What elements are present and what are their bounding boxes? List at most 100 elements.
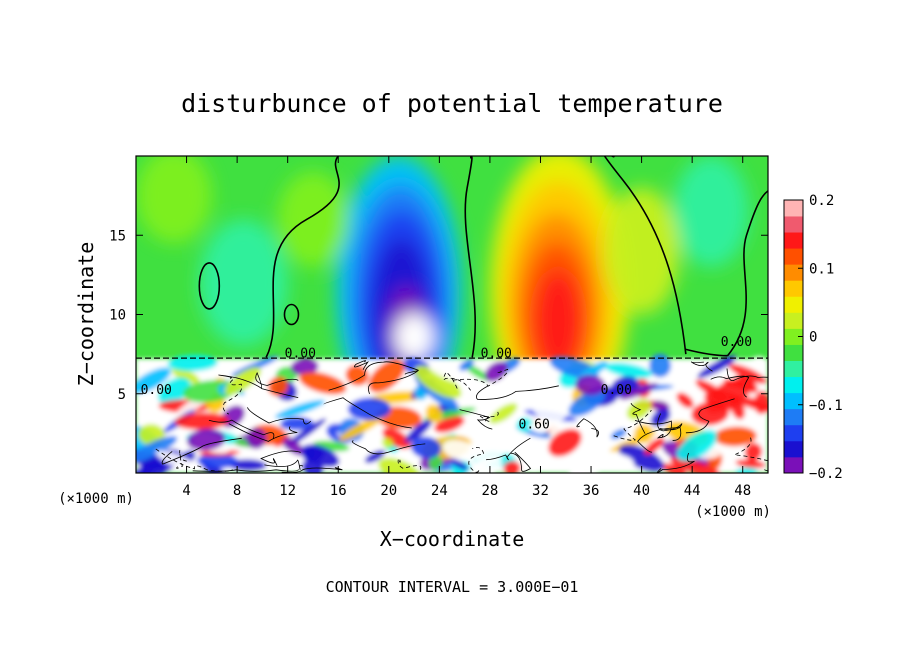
contour-line	[726, 190, 768, 357]
colorbar-swatch	[784, 424, 803, 442]
lower-field-patch	[345, 364, 369, 386]
lower-field-patch	[548, 428, 582, 457]
colorbar-swatch	[784, 344, 803, 361]
lower-field-patch	[570, 466, 596, 473]
lower-field-patch	[676, 429, 718, 462]
plot-area: 0.00 0.00 0.00 0.60 0.00 0.00	[136, 156, 768, 473]
lower-contour-line	[161, 437, 242, 465]
lower-field-shading	[136, 353, 768, 473]
lower-field-patch	[290, 358, 319, 376]
lower-field-patch	[450, 458, 469, 471]
lower-contour-line	[264, 459, 304, 470]
y-tick-label: 10	[109, 308, 126, 324]
upper-contour-lines	[198, 156, 768, 358]
lower-contour-line	[218, 374, 299, 398]
colorbar-swatch	[784, 328, 803, 345]
colorbar-swatch	[784, 280, 803, 297]
contour-interval-text: CONTOUR INTERVAL = 3.000E−01	[326, 578, 579, 596]
contour-label: 0.00	[285, 346, 316, 361]
colorbar-swatch	[784, 312, 803, 329]
field-patch	[673, 156, 750, 267]
lower-contour-line	[476, 385, 559, 400]
chart-title: disturbunce of potential temperature	[181, 89, 723, 118]
contour-labels: 0.00 0.00 0.00 0.60 0.00 0.00	[141, 335, 752, 432]
y-tick-label: 5	[118, 387, 126, 403]
lower-contour-line	[637, 426, 682, 453]
field-patch	[535, 270, 581, 372]
x-unit-left: (×1000 m)	[58, 491, 134, 507]
lower-contour-line	[397, 457, 422, 470]
lower-field-patch	[730, 397, 746, 420]
lower-contour-line	[710, 375, 750, 398]
lower-contour-line	[613, 410, 652, 441]
colorbar-tick-label: 0	[809, 330, 817, 346]
lower-field-patch	[610, 428, 627, 440]
colorbar: 0.2 0.1 0 −0.1 −0.2	[783, 193, 843, 482]
x-tick-label: 8	[233, 483, 241, 499]
lower-contour-line	[351, 440, 426, 455]
lower-field-patch	[735, 459, 766, 469]
x-tick-label: 48	[734, 483, 751, 499]
lower-field-patch	[714, 426, 757, 447]
colorbar-swatch	[784, 264, 803, 281]
lower-field-patch	[568, 389, 606, 417]
lower-contour-line	[281, 467, 343, 473]
x-axis-ticks: 4 8 12 16 20 24 28 32 36 40 44 48	[182, 156, 751, 499]
lower-field-patch	[649, 353, 671, 378]
lower-field-patch	[224, 366, 262, 396]
colorbar-swatch	[784, 200, 803, 217]
contour-label: 0.00	[721, 335, 752, 350]
field-patch	[277, 171, 349, 267]
lower-field-patch	[368, 359, 405, 393]
lower-field-patch	[410, 436, 442, 459]
contour-line	[685, 348, 728, 357]
lower-field-patch	[405, 418, 433, 443]
x-tick-label: 32	[532, 483, 549, 499]
lower-contour-line	[328, 361, 419, 391]
lower-contour-line	[486, 437, 531, 461]
lower-field-patch	[459, 359, 475, 371]
x-tick-label: 24	[431, 483, 448, 499]
lower-field-patch	[734, 467, 758, 473]
lower-contour-line	[630, 402, 646, 434]
lower-field-patch	[697, 355, 738, 379]
lower-field-patch	[660, 463, 687, 473]
colorbar-swatch	[784, 456, 803, 474]
contour-loop	[283, 303, 300, 326]
lower-field-patch	[197, 453, 239, 469]
lower-contour-line	[452, 368, 509, 387]
lower-field-patch	[604, 362, 653, 379]
x-tick-label: 36	[583, 483, 600, 499]
lower-field-patch	[171, 367, 200, 384]
colorbar-swatch	[784, 232, 803, 249]
colorbar-swatch	[784, 440, 803, 458]
contour-line	[265, 156, 340, 358]
lower-contour-line	[192, 469, 299, 472]
lower-field-patch	[174, 412, 230, 430]
lower-contour-line	[228, 423, 298, 442]
lower-contour-line	[176, 450, 187, 469]
colorbar-tick-label: 0.2	[809, 193, 834, 209]
lower-field-patch	[633, 424, 654, 444]
lower-field-patch	[531, 417, 552, 433]
field-patch	[603, 187, 680, 315]
colorbar-swatch	[784, 216, 803, 233]
lower-contour-line	[260, 450, 301, 466]
lower-contour-line	[208, 419, 275, 439]
lower-field-patch	[464, 456, 503, 473]
lower-contour-line	[353, 360, 369, 370]
y-axis-ticks: 5 10 15	[109, 228, 768, 403]
lower-field-patch	[434, 415, 465, 433]
lower-field-patch	[275, 399, 325, 419]
x-tick-label: 20	[380, 483, 397, 499]
x-tick-label: 4	[182, 483, 190, 499]
lower-field-patch	[167, 354, 218, 372]
lower-field-patch	[516, 417, 534, 433]
contour-loop	[198, 262, 221, 310]
lower-contour-line	[685, 398, 735, 434]
lower-field-patch	[157, 377, 191, 405]
y-tick-label: 15	[109, 228, 126, 244]
lower-contour-line	[734, 437, 768, 461]
lower-field-patch	[427, 365, 457, 382]
